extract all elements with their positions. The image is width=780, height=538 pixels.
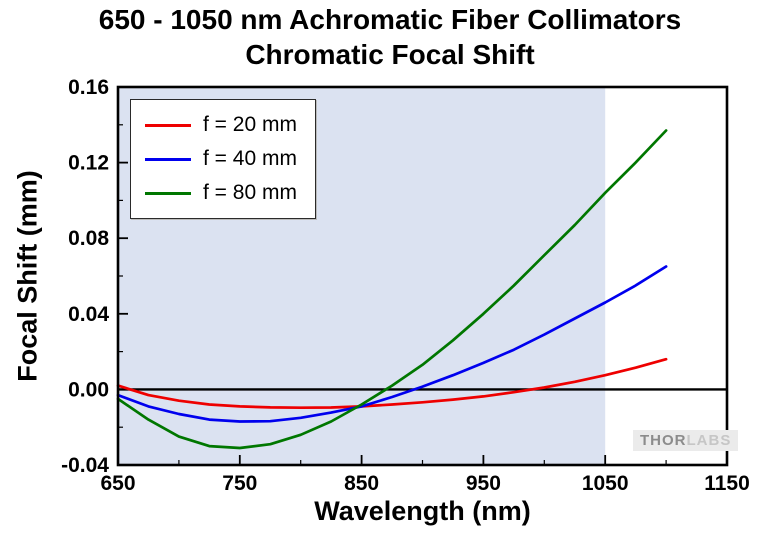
legend: f = 20 mm f = 40 mm f = 80 mm — [130, 99, 316, 219]
legend-label: f = 80 mm — [203, 181, 297, 204]
x-tick-label: 850 — [344, 472, 379, 495]
y-tick-label: 0.08 — [68, 227, 109, 250]
thorlabs-watermark: THORLABS — [633, 430, 739, 451]
series-line-f-80-mm — [116, 129, 668, 450]
plot-frame — [116, 85, 729, 467]
chart-title-line1: 650 - 1050 nm Achromatic Fiber Collimato… — [98, 4, 682, 35]
y-tick-label: 0.00 — [68, 378, 109, 401]
watermark-labs: LABS — [686, 432, 732, 449]
legend-label: f = 20 mm — [203, 113, 297, 136]
x-tick-label: 650 — [100, 472, 135, 495]
series-line-f-40-mm — [116, 265, 668, 423]
legend-entry: f = 80 mm — [145, 176, 297, 210]
x-tick-label: 750 — [222, 472, 257, 495]
x-axis-label: Wavelength (nm) — [314, 496, 531, 526]
y-tick-label: 0.04 — [68, 303, 109, 326]
y-tick-label: 0.16 — [68, 76, 109, 99]
legend-line-sample — [145, 157, 191, 161]
x-tick-label: 1050 — [582, 472, 629, 495]
chart-title: 650 - 1050 nm Achromatic Fiber Collimato… — [0, 2, 780, 72]
legend-line-sample — [145, 123, 191, 127]
legend-entry: f = 20 mm — [145, 108, 297, 142]
legend-line-sample — [145, 191, 191, 195]
y-tick-label: -0.04 — [61, 454, 109, 477]
legend-entry: f = 40 mm — [145, 142, 297, 176]
watermark-thor: THOR — [640, 432, 687, 449]
x-tick-label: 1150 — [704, 472, 750, 495]
series-line-f-20-mm — [116, 357, 668, 410]
y-tick-label: 0.12 — [68, 152, 109, 175]
x-tick-label: 950 — [466, 472, 501, 495]
chart-title-line2: Chromatic Focal Shift — [245, 39, 535, 70]
legend-label: f = 40 mm — [203, 147, 297, 170]
